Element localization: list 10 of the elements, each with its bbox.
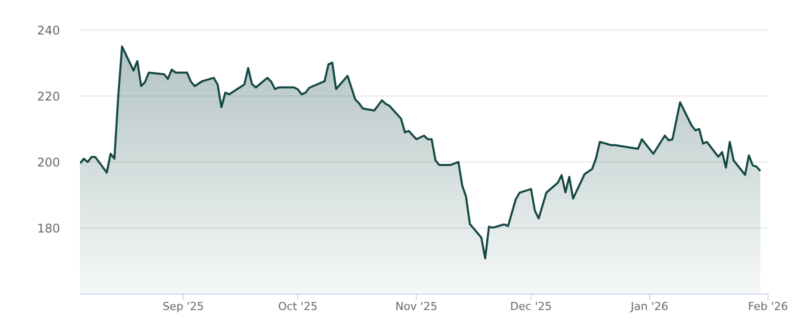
x-tick-label: Feb '26: [748, 300, 788, 313]
x-tick-label: Nov '25: [395, 300, 438, 313]
x-tick-label: Sep '25: [162, 300, 204, 313]
y-tick-label: 220: [37, 89, 60, 104]
y-tick-label: 200: [37, 155, 60, 170]
y-tick-label: 180: [37, 221, 60, 236]
y-tick-label: 240: [37, 23, 60, 38]
x-tick-label: Dec '25: [510, 300, 552, 313]
x-tick-label: Oct '25: [278, 300, 318, 313]
x-tick-label: Jan '26: [630, 300, 668, 313]
